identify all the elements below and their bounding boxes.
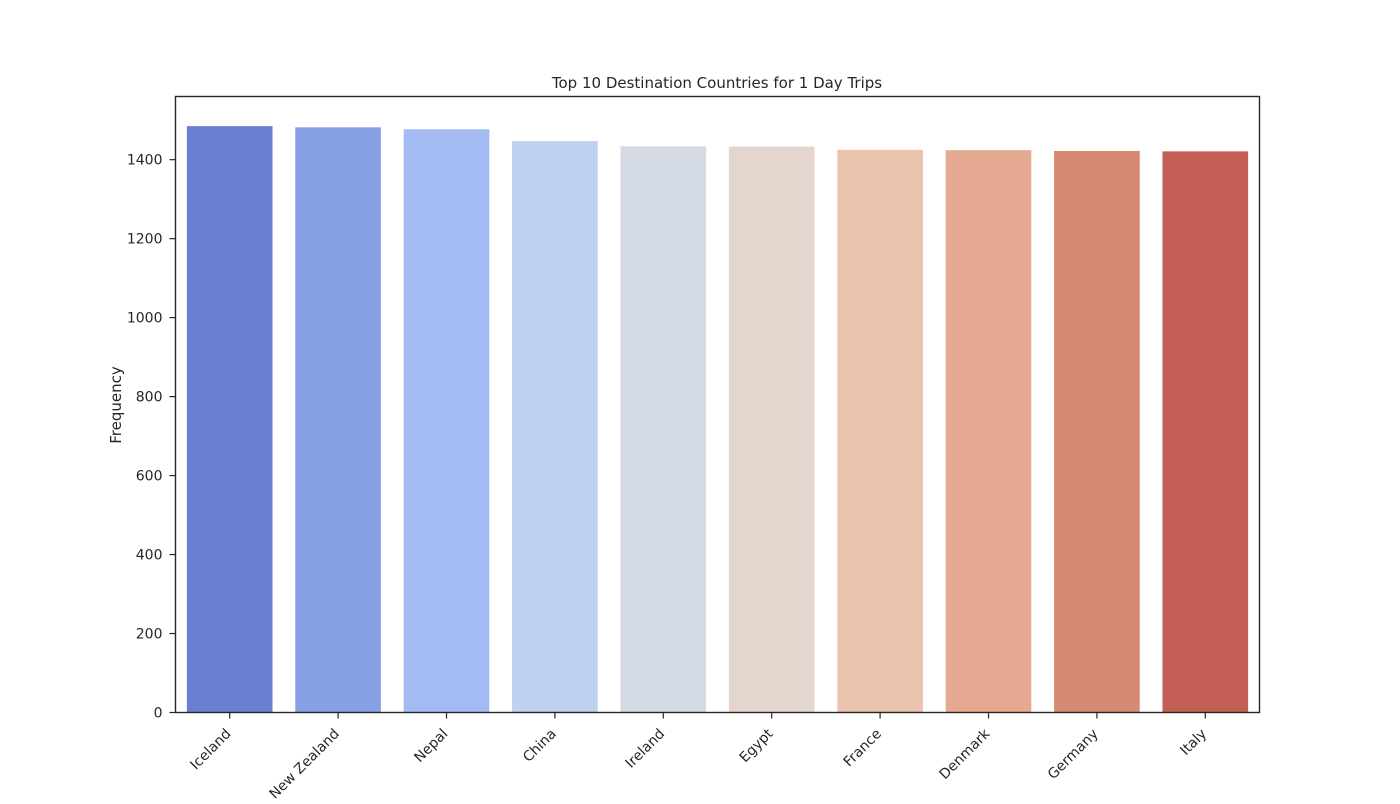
- x-tick-label: Germany: [1045, 726, 1102, 783]
- y-tick-label: 1200: [127, 232, 163, 248]
- y-tick-label: 0: [154, 706, 163, 722]
- bar-france: [837, 149, 923, 713]
- x-tick-label: Ireland: [623, 726, 669, 772]
- y-tick-label: 1000: [127, 311, 163, 327]
- x-tick-label: Egypt: [737, 726, 777, 766]
- x-tick-label: Italy: [1177, 726, 1210, 759]
- x-tick-label: China: [520, 726, 560, 766]
- y-tick-label: 600: [136, 469, 163, 485]
- y-tick-label: 1400: [127, 153, 163, 169]
- bar-germany: [1054, 150, 1140, 713]
- bar-ireland: [620, 146, 707, 713]
- x-tick-label: France: [841, 726, 885, 770]
- bar-egypt: [728, 146, 815, 713]
- y-tick-label: 200: [136, 627, 163, 643]
- y-axis: 0 200 400 600 800 1000 1200 1400: [127, 153, 176, 722]
- bars: [186, 126, 1249, 713]
- plot-frame: [174, 95, 1261, 714]
- chart-title: Top 10 Destination Countries for 1 Day T…: [551, 74, 882, 92]
- bar-denmark: [945, 150, 1032, 713]
- x-axis: Iceland New Zealand Nepal China Ireland Egypt…: [187, 712, 1210, 802]
- x-tick-label: New Zealand: [267, 726, 343, 800]
- y-tick-label: 800: [136, 390, 163, 406]
- y-tick-label: 400: [136, 548, 163, 564]
- x-tick-label: Iceland: [187, 726, 234, 773]
- bar-nepal: [403, 129, 490, 713]
- bar-italy: [1162, 151, 1249, 713]
- y-axis-title: Frequency: [107, 366, 125, 444]
- bar-new-zealand: [295, 127, 381, 713]
- x-tick-label: Denmark: [937, 725, 994, 782]
- bar-iceland: [186, 126, 273, 713]
- bar-china: [512, 141, 598, 713]
- x-tick-label: Nepal: [411, 726, 451, 766]
